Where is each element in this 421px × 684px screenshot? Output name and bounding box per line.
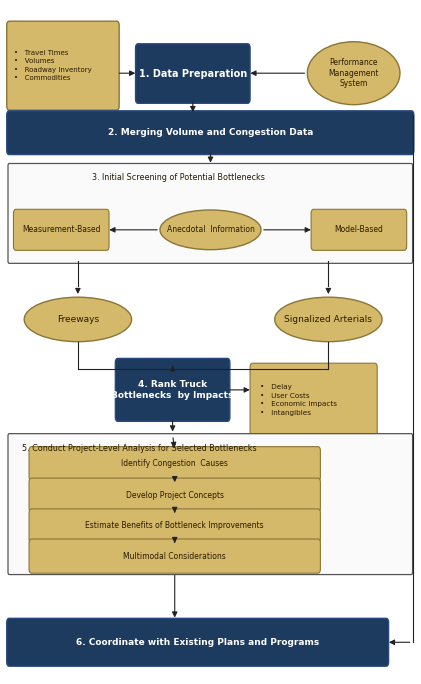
Text: 1. Data Preparation: 1. Data Preparation <box>139 68 247 79</box>
FancyBboxPatch shape <box>250 363 377 436</box>
FancyBboxPatch shape <box>29 509 320 543</box>
Text: 6. Coordinate with Existing Plans and Programs: 6. Coordinate with Existing Plans and Pr… <box>76 637 319 647</box>
FancyBboxPatch shape <box>8 434 413 575</box>
FancyBboxPatch shape <box>115 358 230 421</box>
FancyBboxPatch shape <box>29 539 320 573</box>
Ellipse shape <box>274 297 382 342</box>
Text: •   Delay
•   User Costs
•   Economic Impacts
•   Intangibles: • Delay • User Costs • Economic Impacts … <box>260 384 337 416</box>
FancyBboxPatch shape <box>7 618 389 666</box>
FancyBboxPatch shape <box>29 478 320 512</box>
Ellipse shape <box>307 42 400 105</box>
FancyBboxPatch shape <box>29 447 320 481</box>
Text: 3. Initial Screening of Potential Bottlenecks: 3. Initial Screening of Potential Bottle… <box>92 173 264 183</box>
Text: Estimate Benefits of Bottleneck Improvements: Estimate Benefits of Bottleneck Improvem… <box>85 521 264 531</box>
Text: Signalized Arterials: Signalized Arterials <box>285 315 372 324</box>
Text: Measurement-Based: Measurement-Based <box>22 225 101 235</box>
Text: Multimodal Considerations: Multimodal Considerations <box>123 551 226 561</box>
FancyBboxPatch shape <box>311 209 407 250</box>
Text: 4. Rank Truck
Bottlenecks  by Impacts: 4. Rank Truck Bottlenecks by Impacts <box>112 380 234 399</box>
FancyBboxPatch shape <box>13 209 109 250</box>
Text: Identify Congestion  Causes: Identify Congestion Causes <box>121 459 228 469</box>
Text: •   Travel Times
•   Volumes
•   Roadway Inventory
•   Commodities: • Travel Times • Volumes • Roadway Inven… <box>14 50 92 81</box>
Text: Performance
Management
System: Performance Management System <box>328 58 379 88</box>
FancyBboxPatch shape <box>136 44 250 103</box>
Text: 5. Conduct Project-Level Analysis for Selected Bottlenecks: 5. Conduct Project-Level Analysis for Se… <box>22 443 256 453</box>
FancyBboxPatch shape <box>7 21 119 110</box>
Text: Model-Based: Model-Based <box>334 225 384 235</box>
FancyBboxPatch shape <box>8 163 413 263</box>
Ellipse shape <box>24 297 131 342</box>
Text: Freeways: Freeways <box>57 315 99 324</box>
Text: Anecdotal  Information: Anecdotal Information <box>167 225 254 235</box>
Text: Develop Project Concepts: Develop Project Concepts <box>126 490 224 500</box>
FancyBboxPatch shape <box>7 111 414 155</box>
Text: 2. Merging Volume and Congestion Data: 2. Merging Volume and Congestion Data <box>108 128 313 137</box>
Ellipse shape <box>160 210 261 250</box>
